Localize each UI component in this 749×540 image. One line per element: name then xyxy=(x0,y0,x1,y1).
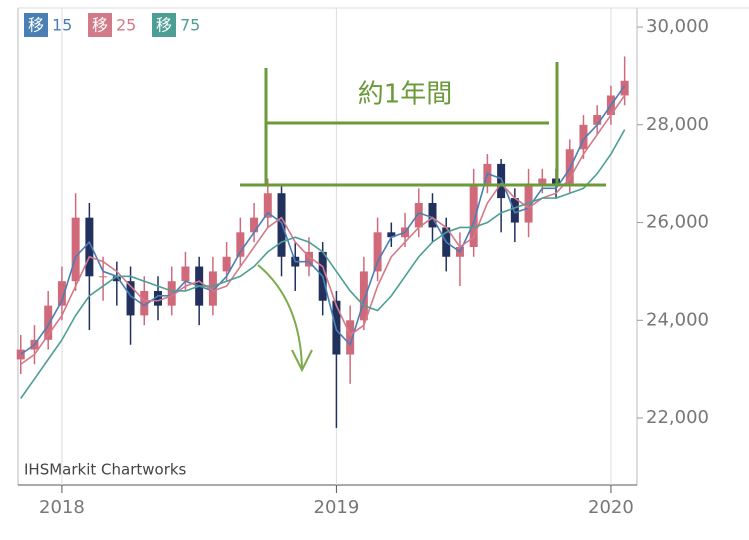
candle-body xyxy=(620,80,629,96)
candle-body xyxy=(71,217,80,282)
annotation-text: 約1年間 xyxy=(358,80,453,110)
ma-line xyxy=(20,85,626,356)
y-tick-label: 28,000 xyxy=(646,114,709,135)
candle-body xyxy=(250,217,259,233)
legend: 移 15 移 25 移 75 xyxy=(24,13,200,37)
candle-body xyxy=(359,271,368,321)
x-tick-label: 2018 xyxy=(39,497,85,518)
candle-body xyxy=(44,305,53,340)
candle-body xyxy=(579,124,588,150)
legend-label: 25 xyxy=(116,16,136,35)
candle-body xyxy=(469,183,478,247)
marks xyxy=(16,56,629,428)
candle-body xyxy=(167,281,176,306)
arrow xyxy=(257,264,303,369)
candle-body xyxy=(497,163,506,199)
legend-badge-text: 移 xyxy=(92,16,108,35)
candle-body xyxy=(222,256,231,272)
candle-body xyxy=(57,281,66,306)
source: IHSMarkit Chartworks xyxy=(24,461,187,479)
legend-label: 15 xyxy=(52,16,72,35)
legend-label: 75 xyxy=(180,16,200,35)
candle-body xyxy=(510,198,519,223)
legend-badge xyxy=(24,13,48,37)
candle-body xyxy=(346,320,355,355)
plot-area xyxy=(18,8,637,485)
candle-body xyxy=(387,232,396,238)
candle-body xyxy=(208,271,217,306)
candle-body xyxy=(538,178,547,184)
candle-body xyxy=(414,203,423,228)
candle-body xyxy=(112,276,121,282)
candle-body xyxy=(140,290,149,316)
x-tick-label: 2019 xyxy=(314,497,360,518)
legend-badge-text: 移 xyxy=(28,16,44,35)
grid xyxy=(61,8,643,493)
candle-body xyxy=(263,193,272,218)
candle-body xyxy=(126,281,135,316)
legend-badge xyxy=(88,13,112,37)
y-tick-label: 24,000 xyxy=(646,309,709,330)
candle-body xyxy=(85,217,94,277)
candle-body xyxy=(181,266,190,282)
x-tick-label: 2020 xyxy=(588,497,634,518)
candle-body xyxy=(373,232,382,272)
annotation xyxy=(240,62,606,373)
candle-body xyxy=(428,203,437,228)
candle-body xyxy=(153,290,162,306)
y-tick-label: 22,000 xyxy=(646,407,709,428)
legend-badge-text: 移 xyxy=(156,16,172,35)
legend-badge xyxy=(152,13,176,37)
ma-line xyxy=(20,129,626,399)
candle-body xyxy=(304,251,313,267)
arrow-head xyxy=(291,349,313,373)
candle-body xyxy=(593,115,602,125)
candle-body xyxy=(277,193,286,257)
candle-body xyxy=(99,276,108,278)
candle-body xyxy=(236,232,245,257)
y-tick-label: 26,000 xyxy=(646,212,709,233)
candle-body xyxy=(565,149,574,184)
y-tick-label: 30,000 xyxy=(646,16,709,37)
